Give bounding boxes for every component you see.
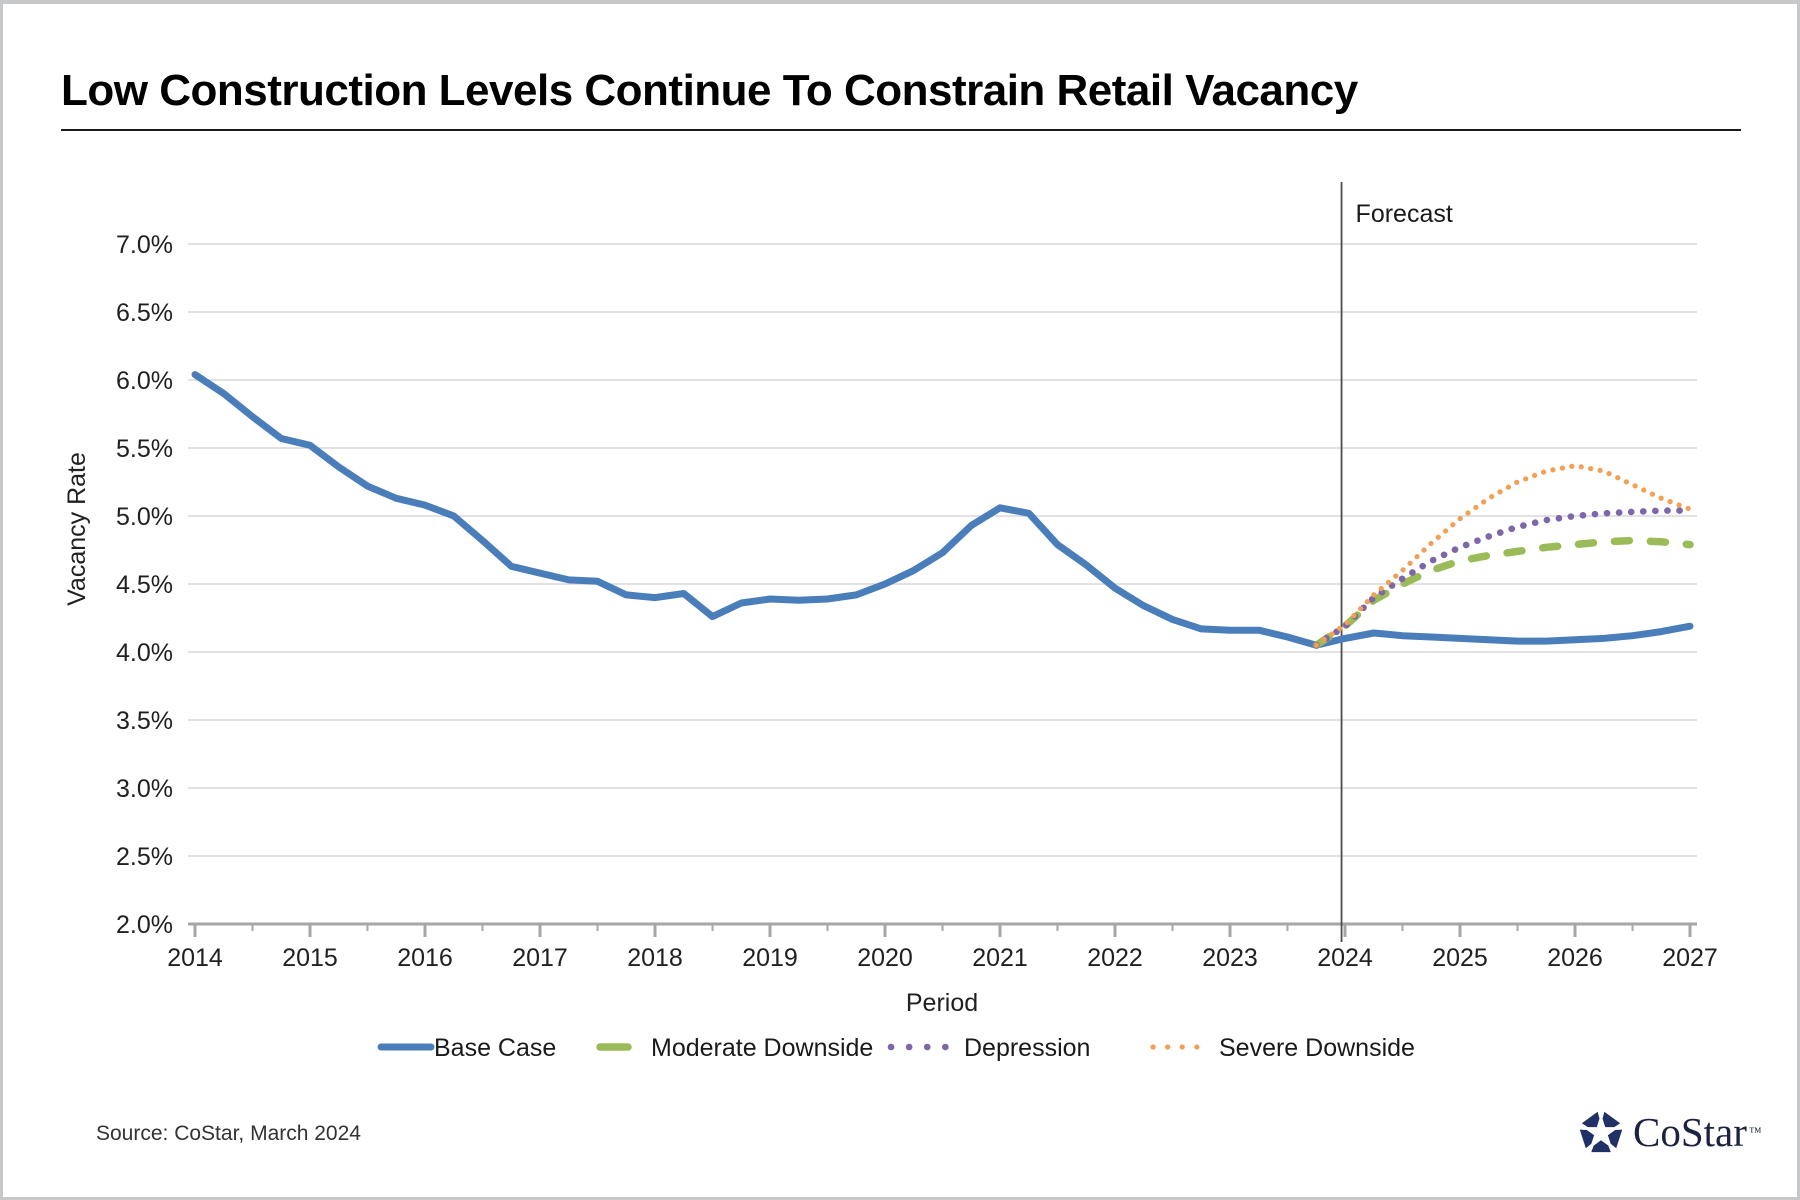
y-tick-label: 2.0% — [116, 911, 173, 939]
x-tick-label: 2017 — [512, 944, 568, 972]
x-tick-label: 2025 — [1432, 944, 1488, 972]
x-tick-label: 2023 — [1202, 944, 1258, 972]
x-tick-label: 2026 — [1547, 944, 1603, 972]
x-axis-title: Period — [906, 989, 978, 1017]
page-title: Low Construction Levels Continue To Cons… — [61, 66, 1358, 115]
costar-logo-petal — [1607, 1129, 1623, 1149]
legend-label-depression: Depression — [964, 1034, 1090, 1062]
y-tick-label: 4.5% — [116, 571, 173, 599]
y-tick-label: 6.0% — [116, 367, 173, 395]
costar-logo: CoStar ™ — [1577, 1108, 1762, 1156]
x-tick-label: 2018 — [627, 944, 683, 972]
x-tick-label: 2016 — [397, 944, 453, 972]
legend-label-base-case: Base Case — [434, 1034, 556, 1062]
y-axis-title: Vacancy Rate — [63, 452, 91, 606]
y-tick-label: 5.0% — [116, 503, 173, 531]
title-rule — [61, 129, 1741, 131]
costar-logo-petal — [1591, 1140, 1611, 1153]
y-tick-label: 6.5% — [116, 299, 173, 327]
series-base-case — [191, 371, 1694, 649]
series-moderate-downside — [1312, 536, 1694, 649]
y-tick-label: 4.0% — [116, 639, 173, 667]
series-severe-downside — [1313, 463, 1693, 648]
forecast-label: Forecast — [1356, 200, 1453, 228]
y-tick-label: 7.0% — [116, 231, 173, 259]
costar-logo-petal — [1579, 1129, 1595, 1149]
legend-label-severe-downside: Severe Downside — [1219, 1034, 1415, 1062]
x-tick-label: 2019 — [742, 944, 798, 972]
legend-label-moderate-downside: Moderate Downside — [651, 1034, 873, 1062]
retail-vacancy-line-chart: 2.0% 2.5% 3.0% 3.5% 4.0% 4.5% 5.0% 5.5% 6.0% 6.5%… — [63, 182, 1718, 1062]
y-tick-label: 2.5% — [116, 843, 173, 871]
costar-logo-text: CoStar — [1633, 1108, 1747, 1155]
series-depression — [1313, 507, 1694, 649]
source-note: Source: CoStar, March 2024 — [96, 1122, 361, 1145]
costar-logo-petal — [1602, 1111, 1621, 1128]
x-tick-label: 2024 — [1317, 944, 1373, 972]
costar-logo-petal — [1581, 1111, 1600, 1128]
x-tick-label: 2027 — [1662, 944, 1718, 972]
y-tick-label: 5.5% — [116, 435, 173, 463]
x-tick-label: 2014 — [167, 944, 223, 972]
x-tick-label: 2015 — [282, 944, 338, 972]
y-tick-label: 3.0% — [116, 775, 173, 803]
x-tick-label: 2021 — [972, 944, 1028, 972]
y-tick-label: 3.5% — [116, 707, 173, 735]
x-tick-label: 2022 — [1087, 944, 1143, 972]
x-tick-label: 2020 — [857, 944, 913, 972]
costar-logo-icon — [1579, 1111, 1623, 1153]
trademark-symbol: ™ — [1748, 1124, 1762, 1139]
